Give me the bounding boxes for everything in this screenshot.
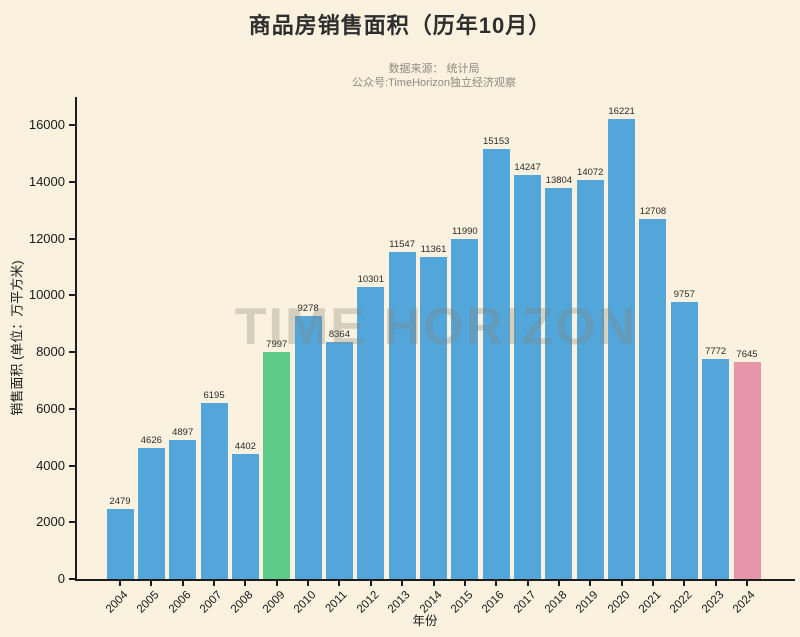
bar-2004: [106, 508, 134, 579]
bar-2008: [231, 454, 259, 579]
bar-2021: [639, 218, 667, 579]
bar-2013: [388, 251, 416, 579]
bar-2023: [702, 358, 730, 579]
bar-2018: [545, 187, 573, 579]
bar-2015: [451, 239, 479, 579]
y-tick-16000: [69, 124, 75, 127]
bar-value-2006: 4897: [172, 427, 194, 439]
plot-area: TIME HORIZON 0 2000 4000 6000 8000 10000 12000…: [29, 97, 795, 616]
y-tick-label-6000: 6000: [36, 400, 65, 416]
bar-2011: [325, 341, 353, 579]
y-tick-12000: [69, 237, 75, 240]
chart-subtitle-account: 公众号:TimeHorizon独立经济观察: [352, 76, 516, 89]
bar-value-2012: 10301: [357, 273, 384, 285]
chart-subtitle-source: 数据来源： 统计局: [388, 63, 480, 75]
x-tick-2021: [651, 581, 654, 586]
bar-value-2008: 4402: [234, 441, 256, 453]
bar-value-2023: 7772: [705, 345, 727, 357]
y-tick-6000: [69, 407, 75, 410]
x-tick-2006: [181, 581, 184, 586]
bar-value-2019: 14072: [577, 167, 604, 179]
bar-2024: [733, 362, 761, 579]
y-tick-label-2000: 2000: [36, 514, 65, 530]
bar-2009: [263, 352, 291, 579]
x-tick-2013: [401, 581, 404, 586]
y-tick-8000: [69, 351, 75, 354]
bar-2019: [576, 180, 604, 579]
bar-2012: [357, 286, 385, 579]
x-tick-2005: [150, 581, 153, 586]
bar-value-2010: 9278: [297, 302, 319, 314]
bar-value-2015: 11990: [451, 226, 478, 238]
bar-value-2007: 6195: [203, 390, 225, 402]
y-tick-label-14000: 14000: [28, 174, 65, 190]
x-tick-2019: [589, 581, 592, 586]
x-tick-2010: [307, 581, 310, 586]
x-tick-2004: [119, 581, 121, 586]
bar-value-2004: 2479: [109, 495, 131, 507]
bar-value-2024: 7645: [736, 349, 758, 361]
bar-value-2013: 11547: [389, 238, 415, 250]
bar-value-2016: 15153: [482, 136, 510, 148]
x-tick-2016: [495, 581, 498, 586]
y-tick-2000: [69, 521, 75, 524]
x-tick-2022: [683, 581, 686, 586]
x-tick-2007: [213, 581, 216, 586]
bar-2016: [482, 149, 510, 579]
bar-2010: [294, 315, 322, 579]
bar-value-2005: 4626: [140, 434, 162, 446]
x-tick-2023: [714, 581, 717, 586]
x-tick-2012: [369, 581, 372, 586]
y-tick-label-0: 0: [57, 571, 65, 586]
y-tick-4000: [69, 464, 75, 467]
bar-value-2014: 11361: [420, 243, 447, 255]
y-tick-label-8000: 8000: [36, 344, 65, 360]
bar-2017: [514, 175, 542, 579]
bar-2014: [420, 256, 447, 579]
y-tick-label-10000: 10000: [28, 287, 65, 303]
x-tick-2009: [275, 581, 278, 586]
chart-title: 商品房销售面积（历年10月）: [248, 13, 552, 38]
bar-2006: [169, 440, 197, 579]
y-tick-label-16000: 16000: [28, 117, 65, 133]
y-axis-label: 销售面积 (单位：万平方米): [9, 260, 25, 416]
x-tick-2024: [746, 581, 748, 586]
bar-2020: [608, 119, 636, 579]
y-tick-0: [69, 578, 75, 580]
bar-value-2022: 9757: [673, 289, 695, 301]
bar-value-2011: 8364: [328, 328, 350, 340]
x-tick-2017: [526, 581, 529, 586]
bar-2007: [200, 403, 228, 579]
x-tick-2008: [244, 581, 247, 586]
bar-value-2009: 7997: [266, 339, 288, 351]
x-axis-label: 年份: [412, 614, 438, 628]
bar-2022: [670, 302, 698, 579]
chart-subtitle: 数据来源： 统计局 公众号:TimeHorizon独立经济观察: [75, 63, 793, 90]
x-tick-2011: [338, 581, 341, 586]
x-tick-2014: [432, 581, 435, 586]
bar-value-2021: 12708: [639, 205, 667, 217]
y-tick-label-12000: 12000: [28, 230, 65, 246]
y-tick-10000: [69, 294, 75, 297]
y-tick-14000: [69, 181, 75, 184]
y-tick-label-4000: 4000: [36, 457, 65, 473]
bar-2005: [137, 447, 165, 579]
bar-value-2017: 14247: [514, 162, 541, 174]
x-tick-2015: [463, 581, 466, 586]
bar-value-2020: 16221: [608, 106, 635, 118]
bar-value-2018: 13804: [545, 174, 573, 186]
x-tick-2020: [620, 581, 623, 586]
x-tick-2018: [557, 581, 560, 586]
